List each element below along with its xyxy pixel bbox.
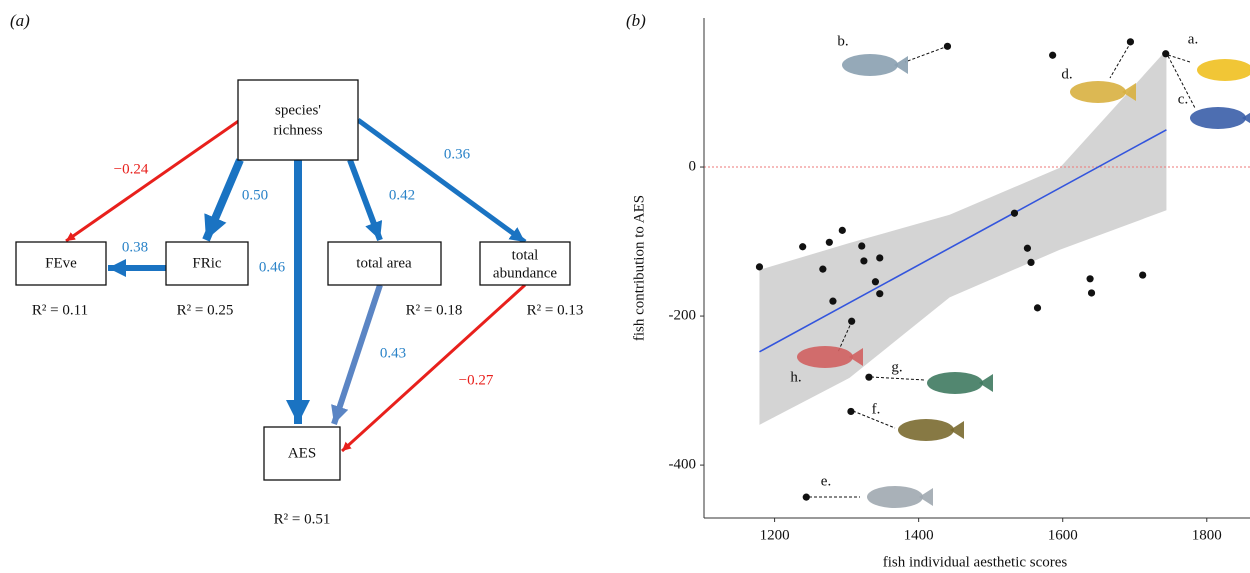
fish-illustration — [1197, 59, 1250, 81]
fish-illustration — [894, 56, 908, 74]
y-tick-label: -200 — [669, 308, 697, 324]
data-point — [858, 242, 865, 249]
data-point — [826, 239, 833, 246]
fish-illustration — [842, 54, 898, 76]
y-axis-label: fish contribution to AES — [631, 195, 647, 341]
fish-illustration — [898, 419, 954, 441]
fish-label: g. — [891, 359, 902, 375]
fish-label: h. — [790, 369, 801, 385]
node-label: total area — [356, 255, 412, 271]
confidence-band — [759, 50, 1166, 425]
data-point — [1127, 38, 1134, 45]
leader-line — [1168, 55, 1190, 62]
node-label: abundance — [493, 265, 557, 281]
y-tick-label: -400 — [669, 457, 697, 473]
fish-label: a. — [1188, 31, 1198, 47]
path-diagram: (a) species' richness FEve R² = 0.11 FRi… — [10, 11, 583, 528]
data-point — [1139, 271, 1146, 278]
fish-illustration — [950, 421, 964, 439]
fish-illustration — [1070, 81, 1126, 103]
fit-line — [759, 130, 1166, 352]
data-point — [829, 298, 836, 305]
arrow — [358, 120, 525, 242]
r-squared: R² = 0.13 — [527, 302, 584, 318]
data-point — [848, 318, 855, 325]
node-label: FEve — [45, 255, 77, 271]
data-point — [756, 263, 763, 270]
fish-illustration — [867, 486, 923, 508]
arrow — [206, 160, 240, 240]
leader-line — [905, 46, 948, 62]
path-coefficient: −0.27 — [459, 372, 494, 388]
data-point — [1049, 52, 1056, 59]
fish-illustration — [927, 372, 983, 394]
path-coefficient: 0.38 — [122, 239, 148, 255]
fish-illustration — [979, 374, 993, 392]
node-label: richness — [273, 122, 322, 138]
fish-illustration — [1190, 107, 1246, 129]
data-point — [876, 290, 883, 297]
x-tick-label: 1400 — [904, 527, 934, 543]
r-squared: R² = 0.11 — [32, 302, 88, 318]
path-coefficient: −0.24 — [114, 161, 149, 177]
node-label: species' — [275, 102, 321, 118]
data-point — [1086, 275, 1093, 282]
node-label: AES — [288, 445, 316, 461]
x-tick-label: 1200 — [760, 527, 790, 543]
data-point — [944, 43, 951, 50]
data-point — [1162, 50, 1169, 57]
data-point — [1088, 289, 1095, 296]
x-axis-label: fish individual aesthetic scores — [883, 554, 1068, 570]
fish-label: b. — [837, 33, 848, 49]
fish-illustration — [1242, 109, 1250, 127]
data-point — [1027, 259, 1034, 266]
fish-label: e. — [821, 473, 831, 489]
x-tick-label: 1600 — [1048, 527, 1078, 543]
fish-illustration — [797, 346, 853, 368]
path-coefficient: 0.50 — [242, 187, 268, 203]
arrow — [334, 285, 380, 424]
path-coefficient: 0.36 — [444, 146, 471, 162]
data-point — [819, 266, 826, 273]
node-box — [238, 80, 358, 160]
panel-label: (b) — [626, 11, 646, 30]
path-coefficient: 0.43 — [380, 345, 406, 361]
leader-line — [1110, 42, 1131, 78]
fish-label: d. — [1061, 66, 1072, 82]
data-point — [803, 494, 810, 501]
leader-line — [871, 377, 925, 380]
fish-label: c. — [1178, 91, 1188, 107]
panel-label: (a) — [10, 11, 30, 30]
data-point — [839, 227, 846, 234]
r-squared: R² = 0.25 — [177, 302, 234, 318]
data-point — [1034, 304, 1041, 311]
data-point — [847, 408, 854, 415]
data-point — [860, 257, 867, 264]
data-point — [865, 374, 872, 381]
path-coefficient: 0.46 — [259, 259, 286, 275]
data-point — [1024, 245, 1031, 252]
y-tick-label: 0 — [689, 158, 697, 174]
data-point — [872, 278, 879, 285]
x-tick-label: 1800 — [1192, 527, 1222, 543]
fish-illustration — [919, 488, 933, 506]
data-point — [876, 254, 883, 261]
data-point — [1011, 210, 1018, 217]
node-label: total — [512, 247, 539, 263]
arrow — [350, 160, 380, 240]
path-coefficient: 0.42 — [389, 187, 415, 203]
data-point — [799, 243, 806, 250]
node-label: FRic — [192, 255, 222, 271]
fish-label: f. — [872, 401, 881, 417]
r-squared: R² = 0.51 — [274, 511, 331, 527]
figure: (a) species' richness FEve R² = 0.11 FRi… — [0, 0, 1250, 573]
r-squared: R² = 0.18 — [406, 302, 463, 318]
